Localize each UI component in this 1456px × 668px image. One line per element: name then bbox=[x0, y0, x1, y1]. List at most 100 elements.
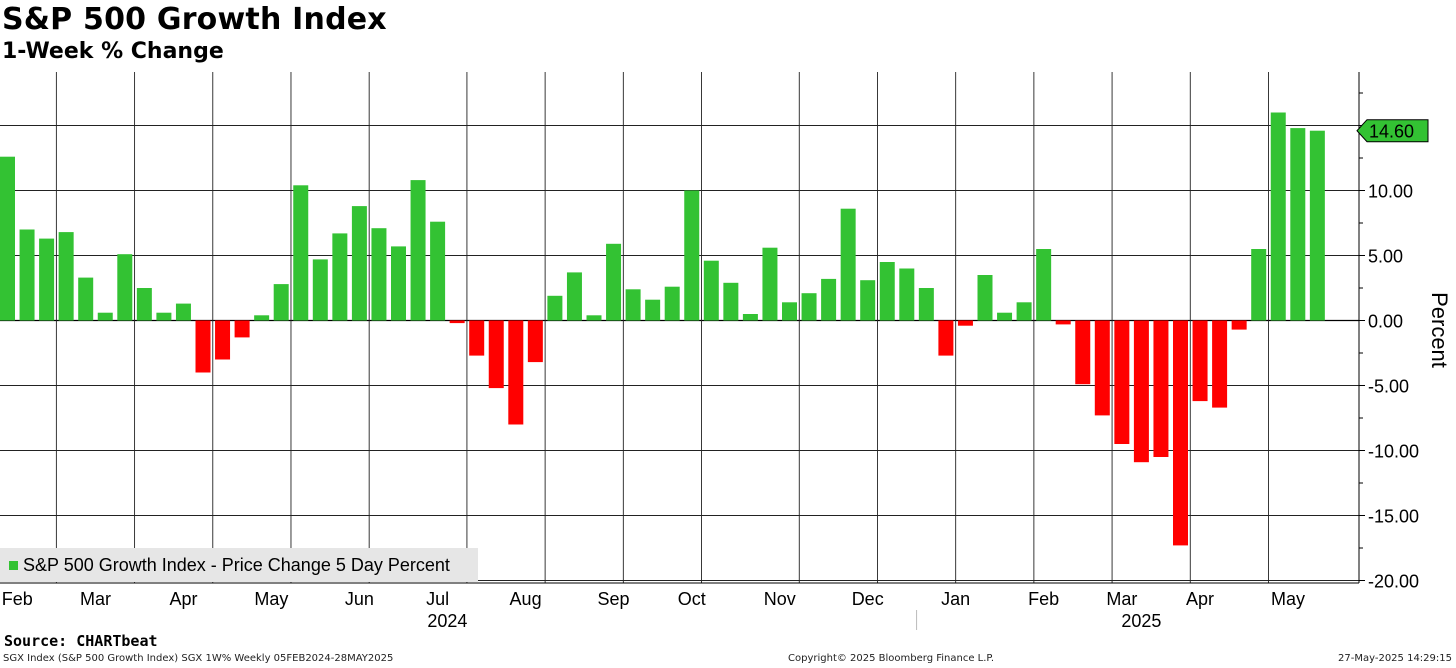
bar bbox=[547, 295, 563, 321]
y-tick-label: -5.00 bbox=[1368, 377, 1409, 397]
bar bbox=[1231, 320, 1247, 330]
bar bbox=[801, 293, 817, 321]
bar bbox=[78, 277, 94, 321]
year-label: 2024 bbox=[427, 611, 467, 631]
bar bbox=[1212, 320, 1228, 408]
legend: S&P 500 Growth Index - Price Change 5 Da… bbox=[0, 548, 478, 582]
bar bbox=[918, 288, 934, 321]
bar bbox=[664, 286, 680, 321]
bar bbox=[606, 243, 622, 321]
y-axis-label: Percent bbox=[1427, 292, 1452, 368]
bar bbox=[821, 278, 837, 321]
bar bbox=[1036, 249, 1052, 321]
legend-label: S&P 500 Growth Index - Price Change 5 Da… bbox=[23, 554, 450, 575]
bar bbox=[254, 315, 270, 321]
bar bbox=[938, 320, 954, 356]
bar bbox=[997, 312, 1013, 321]
bar bbox=[1270, 112, 1286, 321]
bar bbox=[215, 320, 231, 360]
bar bbox=[19, 229, 35, 321]
bar bbox=[1094, 320, 1110, 416]
bar bbox=[371, 228, 387, 321]
year-label: 2025 bbox=[1121, 611, 1161, 631]
bar bbox=[762, 247, 778, 321]
y-tick-label: -10.00 bbox=[1368, 442, 1419, 462]
bar bbox=[1173, 320, 1188, 546]
bar bbox=[97, 312, 113, 321]
bar bbox=[899, 268, 915, 321]
bar bbox=[684, 190, 700, 321]
bar bbox=[860, 280, 876, 321]
bar bbox=[391, 246, 406, 321]
bar bbox=[117, 254, 133, 321]
y-tick-label: -20.00 bbox=[1368, 572, 1419, 592]
bar bbox=[782, 302, 797, 321]
bar bbox=[136, 288, 152, 321]
bar bbox=[469, 320, 485, 356]
y-tick-label: 10.00 bbox=[1368, 182, 1413, 202]
bar bbox=[508, 320, 524, 425]
bar bbox=[293, 185, 309, 321]
bar bbox=[1290, 128, 1306, 321]
bar bbox=[625, 289, 641, 321]
x-tick-label: Aug bbox=[510, 589, 542, 609]
x-tick-label: Sep bbox=[598, 589, 630, 609]
bar bbox=[430, 221, 446, 321]
x-tick-label: Nov bbox=[764, 589, 796, 609]
y-tick-label: 0.00 bbox=[1368, 312, 1403, 332]
x-tick-label: Mar bbox=[1106, 589, 1137, 609]
bar bbox=[58, 232, 74, 321]
x-tick-label: Jan bbox=[941, 589, 970, 609]
bar bbox=[527, 320, 543, 363]
x-tick-label: Oct bbox=[678, 589, 706, 609]
x-tick-label: Feb bbox=[1028, 589, 1059, 609]
bar bbox=[273, 284, 289, 321]
bar bbox=[1153, 320, 1169, 457]
x-tick-label: May bbox=[1271, 589, 1305, 609]
y-tick-label: 5.00 bbox=[1368, 247, 1403, 267]
last-value-tag bbox=[1356, 119, 1429, 143]
bar bbox=[1133, 320, 1149, 463]
x-tick-label: Apr bbox=[1186, 589, 1214, 609]
bar bbox=[1075, 320, 1091, 385]
bar bbox=[175, 303, 191, 321]
bar bbox=[156, 312, 172, 321]
bar bbox=[879, 262, 895, 321]
bar bbox=[566, 272, 582, 321]
bar bbox=[1192, 320, 1208, 402]
bar bbox=[410, 180, 426, 321]
x-tick-label: Feb bbox=[2, 589, 33, 609]
bar bbox=[351, 206, 367, 321]
footer-copyright: Copyright© 2025 Bloomberg Finance L.P. bbox=[788, 653, 995, 664]
bar bbox=[332, 233, 348, 321]
bar bbox=[586, 315, 602, 321]
bar bbox=[488, 320, 504, 389]
bar bbox=[645, 299, 661, 321]
bar bbox=[723, 282, 739, 321]
bar bbox=[742, 314, 758, 321]
footer-timestamp: 27-May-2025 14:29:15 bbox=[1338, 653, 1452, 664]
bar bbox=[1114, 320, 1130, 444]
x-tick-label: Mar bbox=[80, 589, 111, 609]
chart-subtitle: 1-Week % Change bbox=[2, 39, 224, 64]
bar bbox=[1251, 249, 1267, 321]
x-tick-label: Dec bbox=[852, 589, 884, 609]
bar bbox=[312, 259, 328, 321]
legend-swatch bbox=[9, 560, 18, 570]
bar bbox=[977, 275, 993, 321]
bar bbox=[957, 320, 973, 326]
x-tick-label: Jul bbox=[426, 589, 449, 609]
bar bbox=[449, 320, 465, 324]
footer-index-info: SGX Index (S&P 500 Growth Index) SGX 1W%… bbox=[3, 653, 394, 664]
bar bbox=[840, 208, 856, 321]
x-tick-label: May bbox=[254, 589, 288, 609]
last-value-label: 14.60 bbox=[1369, 122, 1414, 142]
bar bbox=[703, 260, 719, 321]
chart-title: S&P 500 Growth Index bbox=[2, 2, 387, 37]
bar bbox=[1016, 302, 1032, 321]
x-tick-label: Jun bbox=[345, 589, 374, 609]
bar bbox=[195, 320, 211, 373]
y-tick-label: -15.00 bbox=[1368, 507, 1419, 527]
x-tick-label: Apr bbox=[169, 589, 197, 609]
